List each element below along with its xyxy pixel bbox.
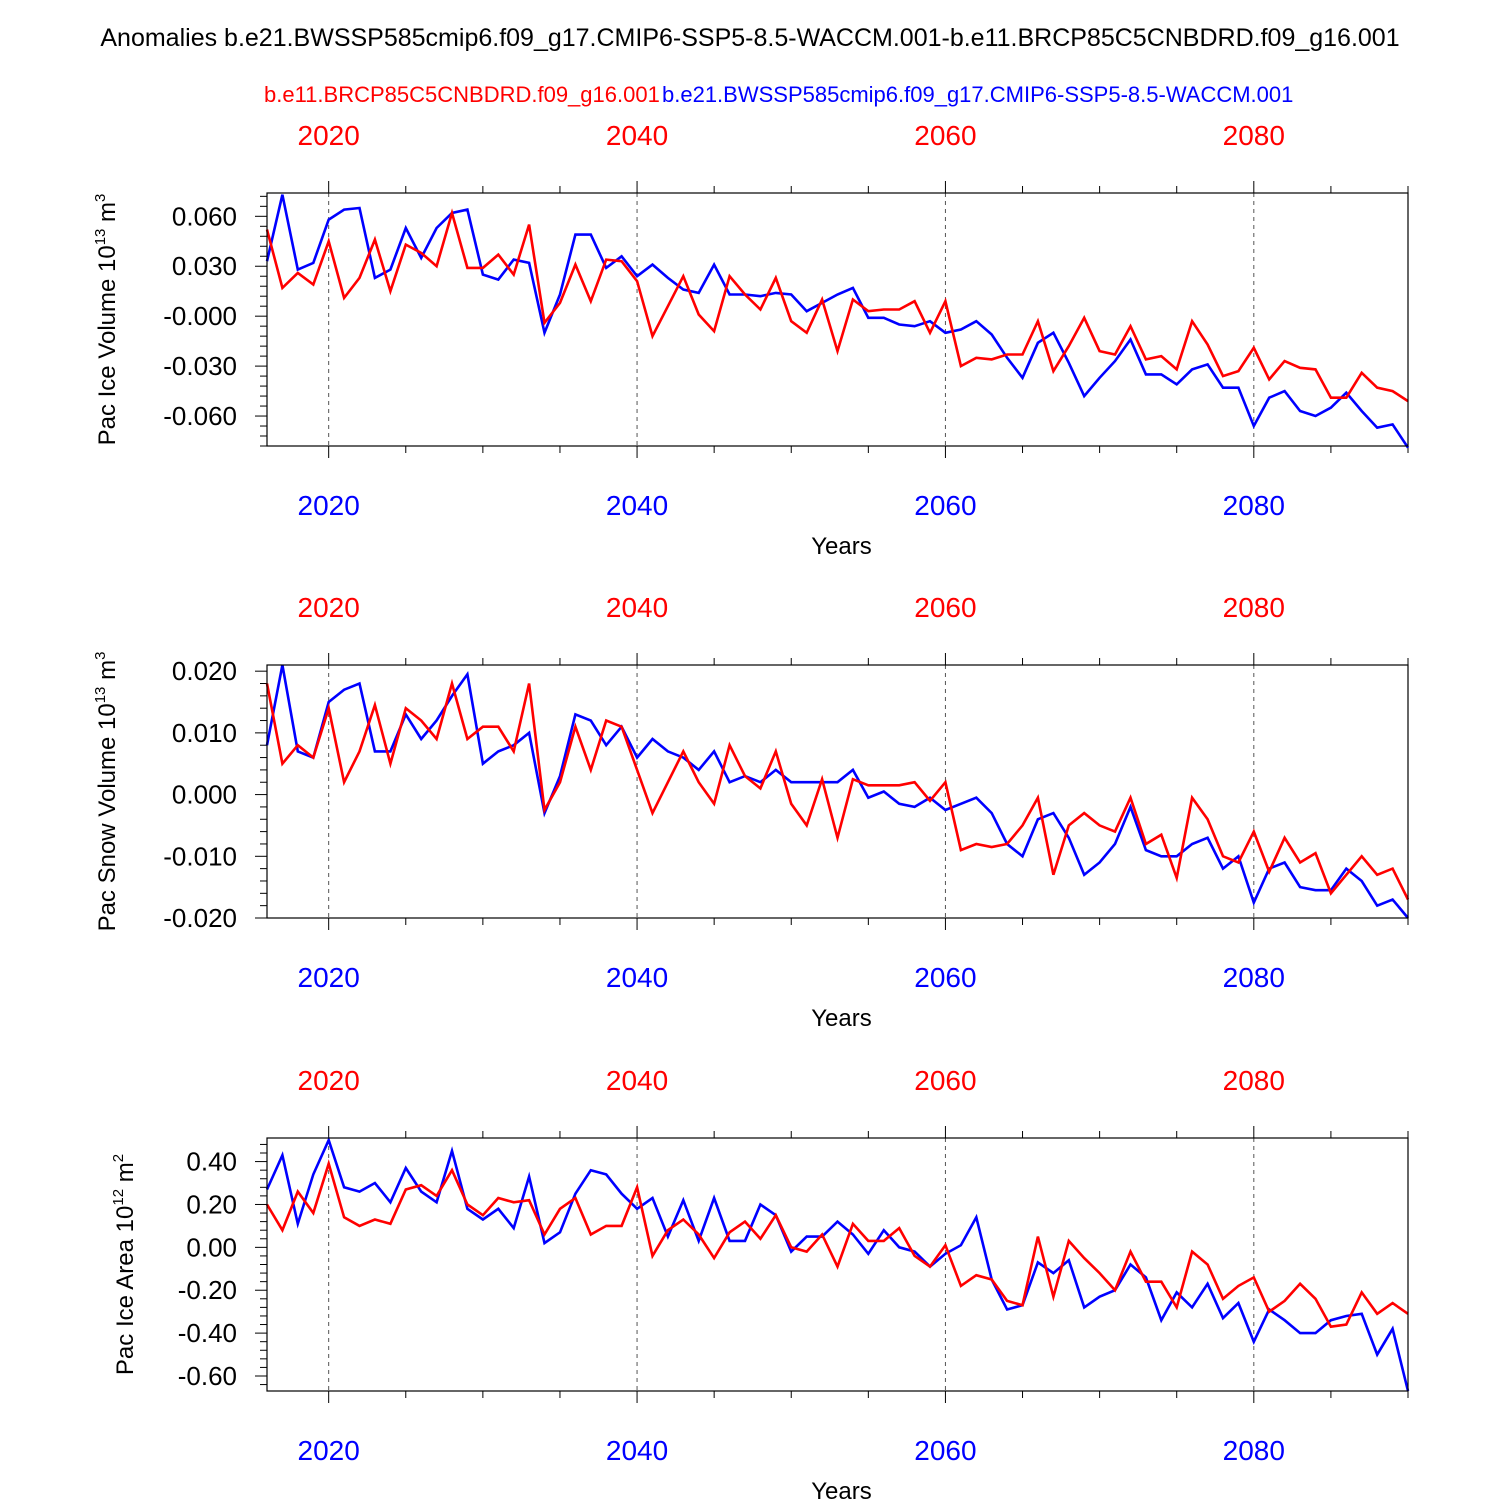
x-tick-label-top: 2020: [298, 1065, 360, 1096]
y-tick-label: 0.00: [186, 1232, 237, 1262]
x-tick-label-top: 2080: [1223, 120, 1285, 151]
series-line-blue: [265, 664, 1409, 919]
panel-3: 0.40 0.20 0.00 -0.20 -0.40 -0.60 2020 2020 2040 2…: [110, 1065, 1410, 1500]
y-tick-label: -0.020: [163, 903, 237, 933]
x-axis-label: Years: [811, 1478, 872, 1500]
y-axis-label: Pac Ice Volume 1013 m3: [92, 194, 121, 446]
y-tick-label: 0.030: [172, 251, 237, 281]
y-axis-label: Pac Ice Area 1012 m2: [110, 1154, 139, 1375]
legend-red-label: b.e11.BRCP85C5CNBDRD.f09_g16.001: [264, 82, 660, 107]
y-tick-label: -0.010: [163, 841, 237, 871]
x-axis-label: Years: [811, 533, 872, 560]
x-tick-label-top: 2040: [606, 592, 668, 623]
y-tick-label: 0.40: [186, 1147, 237, 1177]
x-tick-label-top: 2020: [298, 120, 360, 151]
x-tick-label-top: 2040: [606, 1065, 668, 1096]
x-tick-label-bottom: 2060: [914, 490, 976, 521]
y-tick-label: -0.030: [163, 351, 237, 381]
series-line-blue: [265, 1136, 1410, 1392]
x-tick-label-bottom: 2080: [1223, 490, 1285, 521]
series-line-red: [265, 678, 1410, 901]
panels-group: 0.060 0.030 -0.000 -0.030 -0.060 2020 2020 2040…: [92, 120, 1410, 1500]
x-tick-label-top: 2060: [914, 120, 976, 151]
y-tick-label: -0.000: [163, 301, 237, 331]
plot-frame: [266, 192, 1409, 447]
y-tick-label: 0.20: [186, 1189, 237, 1219]
x-tick-label-top: 2060: [914, 1065, 976, 1096]
y-tick-label: -0.20: [178, 1275, 237, 1305]
x-tick-label-bottom: 2040: [606, 1435, 668, 1466]
x-tick-label-top: 2080: [1223, 592, 1285, 623]
panel-2: 0.020 0.010 0.000 -0.010 -0.020 2020 2020 2040 2…: [92, 592, 1410, 1032]
y-tick-label: 0.000: [172, 780, 237, 810]
x-tick-label-top: 2060: [914, 592, 976, 623]
series-line-blue: [265, 194, 1410, 449]
series-line-red: [265, 208, 1409, 403]
x-tick-label-top: 2080: [1223, 1065, 1285, 1096]
series-line-red: [265, 1159, 1409, 1329]
plot-frame: [266, 1137, 1409, 1392]
x-tick-label-bottom: 2020: [298, 490, 360, 521]
y-axis-label: Pac Snow Volume 1013 m3: [92, 652, 121, 932]
y-tick-label: 0.020: [172, 656, 237, 686]
panel-1: 0.060 0.030 -0.000 -0.030 -0.060 2020 2020 2040…: [92, 120, 1410, 560]
y-tick-label: -0.40: [178, 1318, 237, 1348]
x-tick-label-bottom: 2080: [1223, 962, 1285, 993]
x-axis-label: Years: [811, 1005, 872, 1032]
y-tick-label: 0.010: [172, 718, 237, 748]
x-tick-label-bottom: 2040: [606, 962, 668, 993]
y-tick-label: -0.060: [163, 401, 237, 431]
x-tick-label-bottom: 2040: [606, 490, 668, 521]
legend-blue-label: b.e21.BWSSP585cmip6.f09_g17.CMIP6-SSP5-8…: [662, 82, 1293, 107]
x-tick-label-bottom: 2060: [914, 962, 976, 993]
y-tick-label: 0.060: [172, 201, 237, 231]
y-tick-label: -0.60: [178, 1361, 237, 1391]
plot-frame: [266, 664, 1409, 919]
x-tick-label-bottom: 2020: [298, 1435, 360, 1466]
x-tick-label-top: 2040: [606, 120, 668, 151]
x-tick-label-bottom: 2060: [914, 1435, 976, 1466]
x-tick-label-bottom: 2080: [1223, 1435, 1285, 1466]
chart-title: Anomalies b.e21.BWSSP585cmip6.f09_g17.CM…: [100, 24, 1399, 52]
x-tick-label-top: 2020: [298, 592, 360, 623]
x-tick-label-bottom: 2020: [298, 962, 360, 993]
